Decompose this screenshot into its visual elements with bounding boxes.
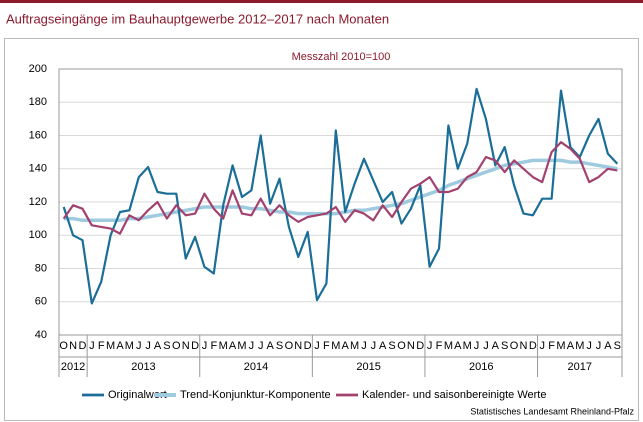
x-tick-label: O <box>397 340 406 352</box>
x-tick-label: S <box>276 340 283 352</box>
x-tick-label: D <box>78 340 86 352</box>
x-tick-label: M <box>331 340 340 352</box>
x-tick-label: S <box>501 340 508 352</box>
legend-label: Kalender- und saisonbereinigte Werte <box>362 389 546 401</box>
x-tick-label: J <box>258 340 264 352</box>
x-tick-label: M <box>219 340 228 352</box>
x-tick-label: J <box>596 340 602 352</box>
x-tick-label: J <box>314 340 320 352</box>
y-tick-label: 200 <box>29 63 47 75</box>
year-label: 2016 <box>469 361 493 373</box>
x-tick-label: J <box>371 340 377 352</box>
x-tick-label: A <box>116 340 124 352</box>
legend-label: Trend-Konjunktur-Komponente <box>180 389 331 401</box>
x-tick-label: O <box>172 340 181 352</box>
year-label: 2012 <box>61 361 85 373</box>
x-tick-label: N <box>294 340 302 352</box>
x-tick-label: O <box>285 340 294 352</box>
y-tick-label: 160 <box>29 129 47 141</box>
legend-label: Originalwert <box>108 389 167 401</box>
x-tick-label: J <box>586 340 592 352</box>
y-tick-label: 100 <box>29 229 47 241</box>
x-tick-label: M <box>444 340 453 352</box>
x-tick-label: M <box>556 340 565 352</box>
year-label: 2017 <box>568 361 592 373</box>
x-tick-label: M <box>125 340 134 352</box>
chart-title: Auftragseingänge im Bauhauptgewerbe 2012… <box>6 11 389 26</box>
x-tick-label: J <box>249 340 255 352</box>
x-tick-label: D <box>529 340 537 352</box>
x-tick-label: A <box>266 340 274 352</box>
x-tick-label: A <box>342 340 350 352</box>
x-tick-label: S <box>614 340 621 352</box>
x-tick-label: A <box>379 340 387 352</box>
x-tick-label: J <box>145 340 151 352</box>
x-tick-label: M <box>463 340 472 352</box>
x-tick-label: D <box>416 340 424 352</box>
x-tick-label: J <box>136 340 142 352</box>
x-tick-label: J <box>89 340 95 352</box>
y-tick-label: 40 <box>35 329 47 341</box>
x-tick-label: A <box>604 340 612 352</box>
top-rule <box>0 0 643 3</box>
x-tick-label: A <box>567 340 575 352</box>
series-line <box>62 87 619 305</box>
year-label: 2015 <box>356 361 380 373</box>
x-tick-label: N <box>182 340 190 352</box>
year-label: 2013 <box>131 361 155 373</box>
x-tick-label: S <box>388 340 395 352</box>
x-tick-label: J <box>427 340 433 352</box>
x-tick-label: A <box>454 340 462 352</box>
x-tick-label: F <box>98 340 105 352</box>
year-label: 2014 <box>244 361 268 373</box>
x-tick-label: J <box>474 340 480 352</box>
x-tick-label: N <box>407 340 415 352</box>
x-tick-label: F <box>210 340 217 352</box>
x-tick-label: A <box>492 340 500 352</box>
x-tick-label: M <box>237 340 246 352</box>
y-tick-label: 60 <box>35 296 47 308</box>
x-tick-label: O <box>59 340 68 352</box>
x-tick-label: F <box>548 340 555 352</box>
x-tick-label: M <box>350 340 359 352</box>
x-tick-label: N <box>519 340 527 352</box>
x-tick-label: J <box>483 340 489 352</box>
x-tick-label: J <box>202 340 208 352</box>
x-tick-label: J <box>361 340 367 352</box>
x-tick-label: F <box>436 340 443 352</box>
y-tick-label: 120 <box>29 196 47 208</box>
x-tick-label: M <box>575 340 584 352</box>
x-tick-label: N <box>69 340 77 352</box>
x-tick-label: A <box>229 340 237 352</box>
x-tick-label: O <box>510 340 519 352</box>
frame <box>4 38 639 421</box>
source: Statistisches Landesamt Rheinland-Pfalz <box>470 406 634 416</box>
series-line <box>62 141 618 235</box>
x-tick-label: J <box>539 340 545 352</box>
x-tick-label: F <box>323 340 330 352</box>
y-tick-label: 80 <box>35 262 47 274</box>
x-tick-label: S <box>163 340 170 352</box>
y-tick-label: 180 <box>29 96 47 108</box>
y-tick-label: 140 <box>29 163 47 175</box>
x-tick-label: D <box>191 340 199 352</box>
x-tick-label: D <box>304 340 312 352</box>
plot-border <box>58 68 623 336</box>
subtitle: Messzahl 2010=100 <box>292 51 391 63</box>
x-tick-label: A <box>154 340 162 352</box>
x-tick-label: M <box>106 340 115 352</box>
